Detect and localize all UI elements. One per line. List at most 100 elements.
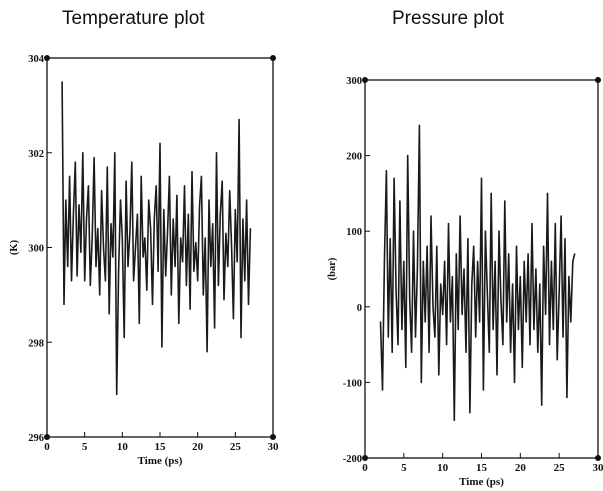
data-point [440, 283, 442, 285]
data-point [432, 306, 434, 308]
data-point [416, 268, 418, 270]
y-axis-label: (bar) [327, 257, 338, 280]
data-point [89, 284, 91, 286]
data-point [383, 260, 385, 262]
data-point [180, 237, 182, 239]
data-point [554, 223, 556, 225]
data-point [91, 237, 93, 239]
data-point [183, 185, 186, 187]
data-point [215, 152, 218, 154]
data-point [197, 280, 199, 282]
data-point [403, 260, 405, 262]
data-point [199, 204, 201, 206]
data-point [387, 336, 389, 338]
data-point [574, 253, 576, 255]
data-point [72, 213, 74, 215]
data-point [545, 313, 547, 315]
data-point [142, 256, 144, 258]
data-point [510, 351, 512, 353]
data-point [527, 253, 529, 255]
data-point [95, 265, 97, 267]
data-point [572, 260, 574, 262]
data-point [244, 280, 246, 282]
data-point [529, 344, 531, 346]
data-point [101, 190, 103, 192]
data-point [140, 175, 142, 177]
temperature-chart-title: Temperature plot [62, 8, 205, 29]
data-point [204, 237, 206, 239]
data-point [500, 298, 502, 300]
data-point [76, 275, 78, 277]
data-point [166, 232, 169, 234]
data-point [517, 328, 520, 331]
y-tick-label: 300 [346, 76, 362, 87]
data-point [461, 313, 463, 315]
data-point [118, 270, 120, 272]
data-point [82, 152, 84, 154]
data-point [170, 294, 172, 296]
data-point [69, 175, 71, 177]
data-point [475, 336, 477, 338]
data-point [131, 161, 133, 163]
data-point [70, 280, 73, 282]
data-point [535, 268, 537, 270]
data-point [539, 283, 541, 285]
data-point [471, 283, 473, 285]
x-tick-label: 5 [401, 462, 407, 474]
data-point [381, 389, 384, 391]
data-point [123, 336, 125, 339]
data-point [424, 321, 426, 323]
data-point [242, 218, 244, 220]
x-tick-label: 15 [476, 462, 488, 474]
data-point [399, 200, 401, 202]
data-point [548, 344, 551, 346]
data-point [490, 192, 492, 194]
y-tick-label: 200 [346, 152, 362, 163]
data-point [523, 260, 525, 262]
data-point [556, 359, 558, 361]
data-point [480, 177, 483, 179]
x-tick-label: 30 [593, 462, 603, 474]
data-point [533, 328, 535, 331]
data-point [161, 346, 163, 348]
data-point [229, 190, 231, 192]
data-point [566, 396, 568, 399]
y-tick-label: 0 [357, 303, 362, 314]
data-point [193, 270, 195, 272]
data-point [234, 209, 236, 211]
data-point [469, 412, 471, 414]
x-tick-label: 15 [155, 441, 167, 453]
data-point [151, 303, 154, 305]
data-point [426, 245, 428, 247]
data-point [473, 245, 475, 247]
data-point [521, 366, 523, 368]
data-point [537, 351, 539, 353]
data-point [546, 192, 549, 194]
data-point [146, 289, 148, 291]
data-point [504, 200, 506, 202]
data-point [447, 223, 450, 225]
data-point [185, 284, 187, 286]
data-point [85, 218, 88, 220]
data-point [187, 213, 189, 215]
data-point [393, 177, 395, 179]
data-point [531, 223, 533, 225]
x-tick-label: 0 [44, 441, 50, 453]
data-point [210, 265, 212, 267]
data-point [465, 351, 467, 353]
data-point [84, 280, 86, 282]
data-point [114, 152, 116, 154]
data-point [221, 180, 223, 182]
data-point [217, 284, 219, 286]
x-tick-label: 5 [82, 441, 88, 453]
data-point [457, 328, 459, 331]
data-point [558, 291, 560, 293]
data-point [453, 419, 455, 421]
data-point [570, 321, 572, 323]
data-point [163, 209, 165, 211]
data-point [65, 199, 67, 201]
data-point [379, 321, 382, 323]
data-point [93, 156, 95, 159]
data-point [206, 351, 208, 353]
data-point [477, 260, 479, 262]
